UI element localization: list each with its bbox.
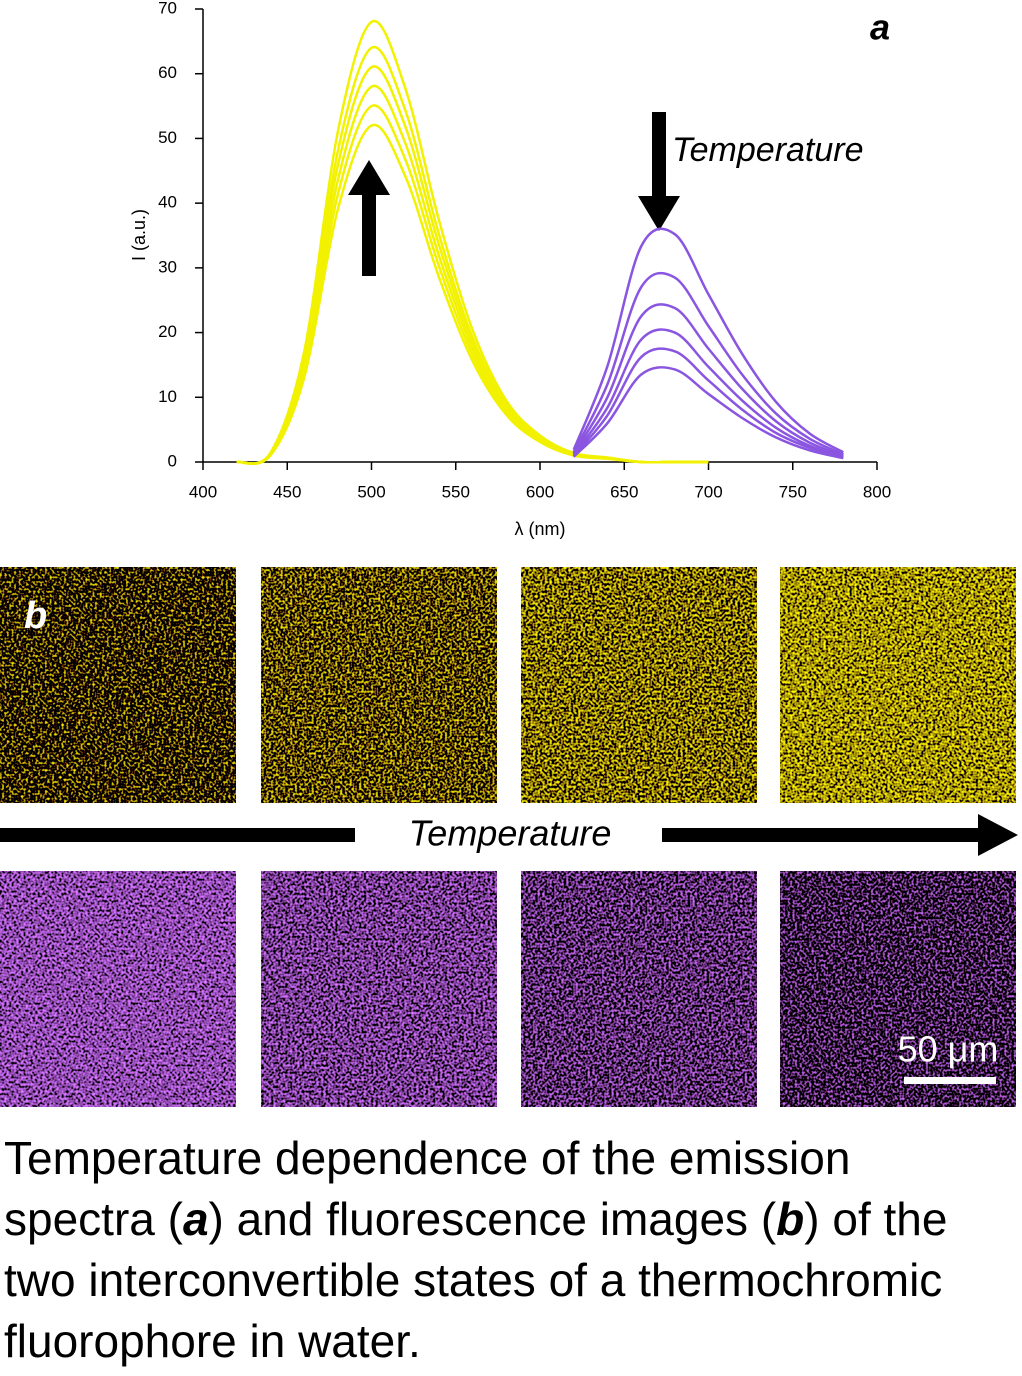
spectrum-line [572, 366, 844, 460]
spectrum-line [236, 104, 709, 465]
image-panels: b Temperature 50 μm [0, 567, 1018, 1107]
chart: a Temperature λ (nm) I (a.u.) 400 450 500 5… [129, 0, 891, 539]
scale-bar-label: 50 μm [898, 1029, 999, 1070]
fluorescence-image [780, 871, 1016, 1107]
spectrum-line [572, 328, 844, 459]
y-tick-label: 0 [168, 451, 177, 470]
caption-text: ) of the two interconvertible states of … [4, 1193, 948, 1367]
arrow-up [348, 160, 390, 276]
x-tick-label: 750 [779, 482, 807, 501]
spectrum-line [236, 84, 709, 465]
arrow-label: Temperature [409, 813, 612, 854]
arrow-down [638, 112, 680, 231]
x-tick-label: 600 [526, 482, 554, 501]
y-tick-label: 70 [158, 0, 177, 17]
y-tick-label: 50 [158, 128, 177, 147]
caption: Temperature dependence of the emission s… [4, 1128, 1014, 1372]
scale-bar [904, 1077, 996, 1084]
annotation: Temperature [672, 131, 864, 169]
fluorescence-image [0, 871, 236, 1107]
panel-label: b [24, 595, 47, 637]
x-tick-label: 800 [863, 482, 891, 501]
caption-text: Temperature dependence of the emission s… [4, 1132, 851, 1245]
panel-label: a [870, 7, 890, 48]
spectrum-line [572, 347, 844, 459]
x-tick-label: 700 [694, 482, 722, 501]
caption-label: a [182, 1193, 209, 1245]
caption-text: ) and fluorescence images ( [208, 1193, 777, 1245]
y-axis-label: I (a.u.) [129, 209, 149, 261]
fluorescence-image [521, 567, 757, 803]
spectrum-line [236, 65, 709, 466]
spectrum-line [572, 303, 844, 457]
arrow-shaft [662, 828, 980, 842]
spectrum-line [572, 271, 844, 456]
y-tick-label: 40 [158, 193, 177, 212]
fluorescence-image [0, 567, 236, 803]
fluorescence-image [780, 567, 1016, 803]
x-tick-label: 550 [442, 482, 470, 501]
spectrum-line [572, 227, 844, 454]
y-tick-label: 60 [158, 63, 177, 82]
y-tick-label: 10 [158, 387, 177, 406]
arrow-head [978, 814, 1018, 856]
x-tick-label: 450 [273, 482, 301, 501]
x-axis-label: λ (nm) [515, 519, 566, 539]
fluorescence-image [261, 567, 497, 803]
fluorescence-image [521, 871, 757, 1107]
x-tick-label: 500 [357, 482, 385, 501]
arrow-shaft [0, 828, 355, 842]
spectrum-line [236, 19, 709, 466]
caption-label: b [776, 1193, 805, 1245]
fluorescence-image [261, 871, 497, 1107]
y-tick-label: 30 [158, 257, 177, 276]
y-tick-label: 20 [158, 322, 177, 341]
x-tick-label: 650 [610, 482, 638, 501]
x-tick-label: 400 [189, 482, 217, 501]
